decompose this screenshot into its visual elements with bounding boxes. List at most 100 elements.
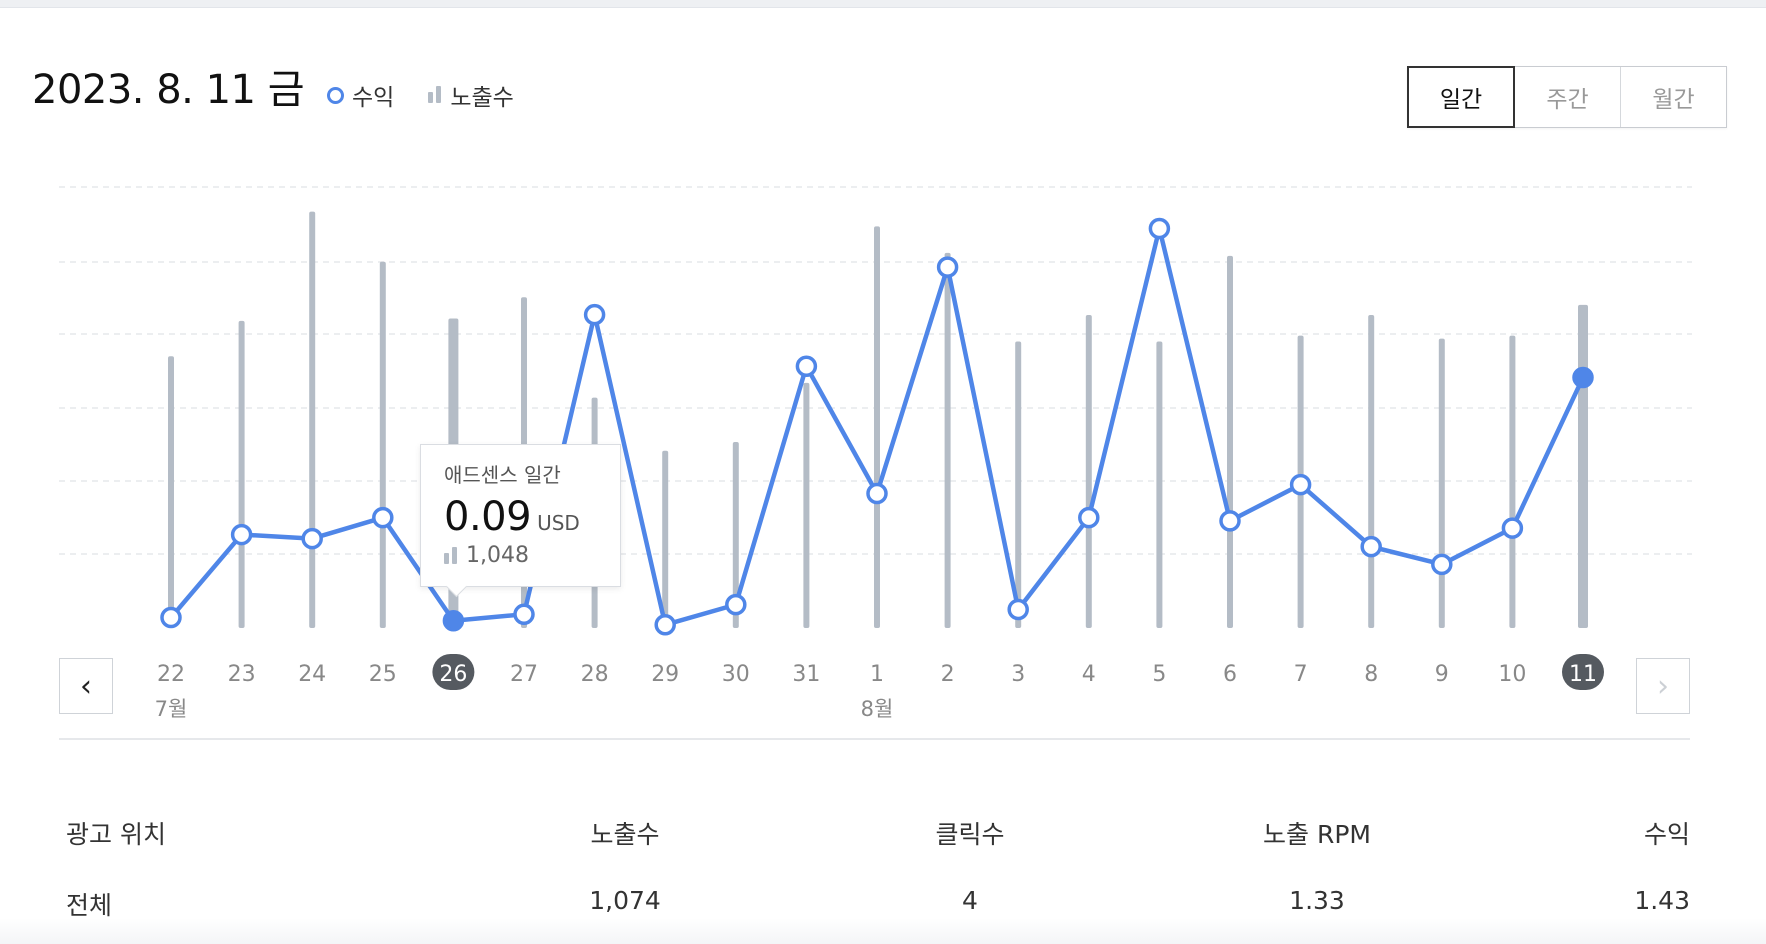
revenue-point-31[interactable] (795, 355, 818, 377)
row-impressions: 1,074 (589, 886, 661, 915)
x-tick-label-28[interactable]: 28 (581, 662, 609, 687)
revenue-point-7[interactable] (1289, 473, 1312, 496)
impressions-bar-24 (309, 211, 316, 628)
chart-legend: 수익 노출수 (327, 78, 514, 112)
revenue-point-30[interactable] (725, 593, 747, 616)
impressions-bar-30 (732, 441, 739, 628)
revenue-point-24[interactable] (301, 527, 323, 550)
legend-revenue: 수익 (327, 78, 394, 112)
circle-dot-icon (327, 86, 344, 104)
x-tick-label-8[interactable]: 8 (1364, 662, 1378, 687)
header-rpm: 노출 RPM (1263, 820, 1371, 849)
x-tick-label-7[interactable]: 7 (1294, 662, 1308, 687)
x-tick-label-6[interactable]: 6 (1223, 662, 1237, 687)
x-tick-label-11[interactable]: 11 (1569, 662, 1597, 687)
revenue-point-3[interactable] (1007, 598, 1029, 621)
legend-impressions-label: 노출수 (450, 85, 514, 111)
revenue-point-4[interactable] (1078, 506, 1100, 529)
bars-icon (428, 85, 442, 105)
revenue-point-28[interactable] (583, 303, 606, 326)
bottom-edge (0, 918, 1766, 944)
header-impressions: 노출수 (590, 820, 660, 849)
month-label: 8월 (861, 697, 894, 721)
x-tick-label-31[interactable]: 31 (792, 662, 820, 687)
revenue-point-22[interactable] (160, 606, 182, 629)
x-tick-label-22[interactable]: 22 (157, 662, 185, 687)
x-tick-label-30[interactable]: 30 (722, 662, 750, 687)
x-tick-label-24[interactable]: 24 (298, 662, 326, 687)
bars-icon (444, 546, 458, 566)
x-tick-label-2[interactable]: 2 (941, 662, 955, 687)
impressions-bar-8 (1368, 314, 1375, 628)
row-rpm: 1.33 (1289, 886, 1345, 915)
tooltip-impressions-value: 1,048 (466, 543, 529, 568)
revenue-point-8[interactable] (1360, 535, 1382, 558)
x-tick-label-1[interactable]: 1 (870, 662, 884, 687)
x-tick-label-23[interactable]: 23 (228, 662, 256, 687)
chevron-right-icon: › (1657, 668, 1669, 704)
prev-period-button[interactable]: ‹ (59, 658, 113, 714)
tooltip-impressions-row: 1,048 (444, 543, 620, 568)
x-tick-label-3[interactable]: 3 (1011, 662, 1025, 687)
row-ad-location: 전체 (66, 891, 113, 920)
tab-weekly[interactable]: 주간 (1514, 67, 1620, 127)
tooltip-title: 애드센스 일간 (444, 463, 561, 487)
impressions-bar-23 (238, 320, 245, 628)
x-tick-label-25[interactable]: 25 (369, 662, 397, 687)
impressions-bar-10 (1509, 335, 1516, 628)
report-date-title: 2023. 8. 11 금 (32, 67, 305, 113)
revenue-point-2[interactable] (936, 256, 959, 278)
row-revenue: 1.43 (1634, 886, 1690, 915)
row-clicks: 4 (962, 886, 978, 915)
month-label: 7월 (155, 697, 188, 721)
impressions-bar-11 (1578, 304, 1588, 628)
next-period-button[interactable]: › (1636, 658, 1690, 714)
impressions-bar-1 (874, 226, 880, 628)
top-divider (0, 0, 1766, 8)
legend-revenue-label: 수익 (352, 85, 395, 111)
impressions-bar-5 (1156, 341, 1163, 628)
x-tick-label-27[interactable]: 27 (510, 662, 538, 687)
impressions-bar-22 (168, 356, 174, 628)
x-tick-label-29[interactable]: 29 (651, 662, 679, 687)
x-tick-highlight-26 (432, 654, 475, 690)
legend-impressions: 노출수 (428, 78, 514, 112)
header-clicks: 클릭수 (935, 820, 1005, 849)
impressions-bar-6 (1227, 255, 1233, 628)
tooltip-revenue-value: 0.09 (444, 494, 532, 540)
impressions-bar-3 (1015, 341, 1022, 628)
impressions-bar-25 (379, 261, 386, 628)
x-tick-label-4[interactable]: 4 (1082, 662, 1096, 687)
tooltip-value-row: 0.09 USD (444, 495, 620, 539)
revenue-point-11[interactable] (1572, 366, 1594, 389)
impressions-bar-4 (1085, 314, 1092, 628)
chevron-left-icon: ‹ (80, 668, 92, 704)
revenue-point-29[interactable] (654, 614, 676, 636)
revenue-point-9[interactable] (1431, 553, 1453, 576)
x-tick-label-26[interactable]: 26 (439, 662, 467, 687)
revenue-points (160, 217, 1594, 636)
revenue-point-5[interactable] (1148, 217, 1171, 240)
stats-divider (59, 738, 1690, 740)
revenue-point-1[interactable] (866, 482, 888, 505)
revenue-point-27[interactable] (513, 603, 535, 626)
revenue-point-10[interactable] (1501, 517, 1524, 539)
tab-daily[interactable]: 일간 (1407, 66, 1515, 128)
x-tick-label-9[interactable]: 9 (1435, 662, 1449, 687)
header-revenue: 수익 (1643, 820, 1690, 849)
tab-monthly[interactable]: 월간 (1620, 67, 1726, 127)
revenue-point-25[interactable] (372, 506, 394, 529)
impressions-bar-2 (944, 252, 951, 628)
revenue-point-26[interactable] (442, 610, 465, 632)
impressions-bars (168, 211, 1588, 628)
x-tick-label-10[interactable]: 10 (1498, 662, 1526, 687)
x-tick-highlight-11 (1562, 654, 1604, 690)
x-tick-label-5[interactable]: 5 (1152, 662, 1166, 687)
chart-tooltip: 애드센스 일간 0.09 USD 1,048 (420, 444, 621, 587)
revenue-point-23[interactable] (230, 523, 253, 546)
header-ad-location: 광고 위치 (66, 820, 166, 849)
revenue-point-6[interactable] (1219, 510, 1241, 532)
